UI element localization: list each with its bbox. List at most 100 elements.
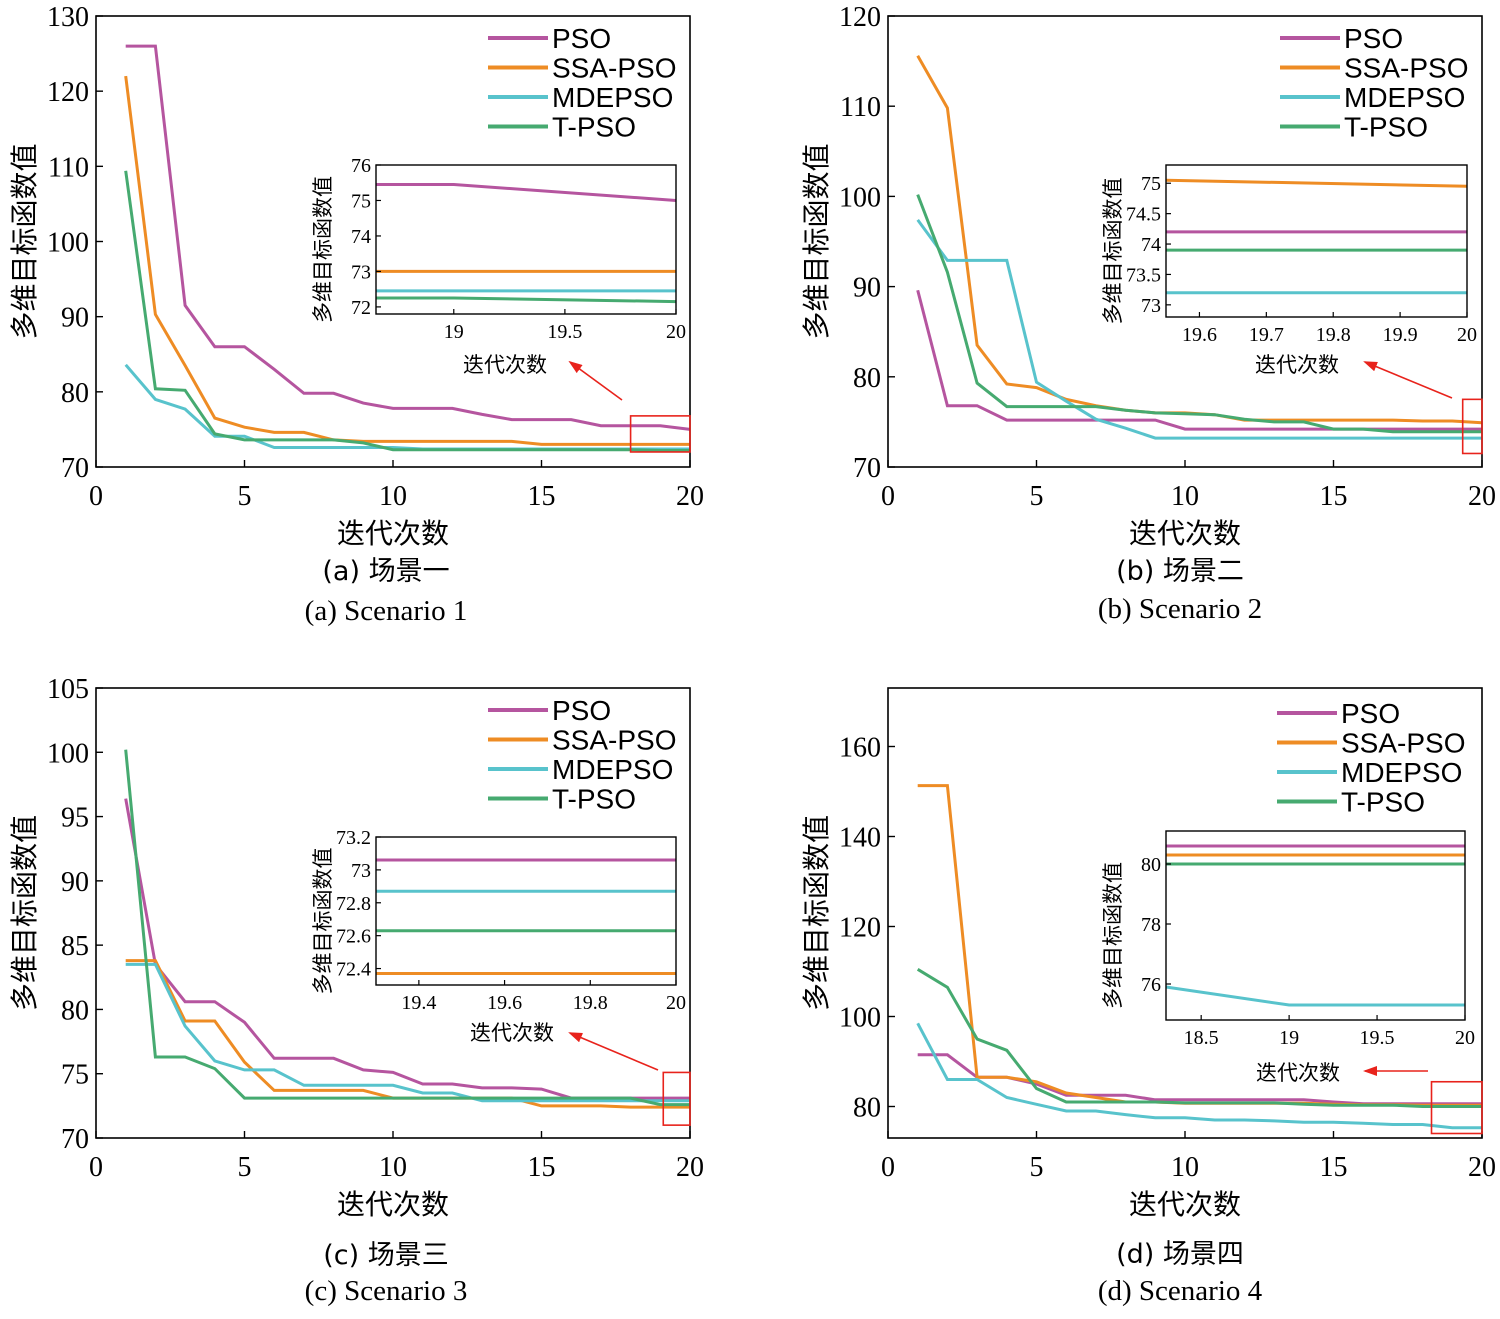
inset-x-tick-label: 19.8 — [573, 992, 608, 1014]
inset-x-tick-label: 20 — [1457, 324, 1477, 346]
inset-frame — [375, 164, 677, 315]
inset-y-tick-label: 74 — [351, 226, 371, 248]
inset-y-tick-label: 73.5 — [1126, 264, 1161, 286]
inset-line-mdepso — [1165, 985, 1465, 1007]
series-line-t-pso — [916, 968, 1482, 1108]
inset-y-tick-label: 72.8 — [336, 893, 371, 915]
y-axis-label: 多维目标函数值 — [800, 143, 833, 339]
inset-x-tick-label: 19.6 — [1182, 324, 1217, 346]
x-tick-label: 10 — [1171, 1152, 1199, 1183]
caption-chinese: (c) 场景三 — [323, 1240, 449, 1271]
series-line-t-pso — [916, 194, 1482, 434]
y-tick-label: 100 — [839, 1003, 881, 1034]
inset-y-axis-label: 多维目标函数值 — [311, 176, 335, 323]
y-tick-label: 90 — [61, 867, 89, 898]
x-tick-label: 0 — [89, 481, 103, 512]
inset-x-tick-label: 19.5 — [1360, 1027, 1395, 1049]
inset-x-axis-label: 迭代次数 — [1255, 353, 1339, 377]
y-tick-label: 130 — [47, 2, 89, 33]
x-tick-label: 5 — [238, 481, 252, 512]
inset-y-tick-label: 75 — [1141, 173, 1161, 195]
inset-y-tick-label: 73.2 — [336, 827, 371, 849]
y-axis-label: 多维目标函数值 — [8, 143, 41, 339]
caption-english: (c) Scenario 3 — [305, 1275, 468, 1307]
y-tick-label: 110 — [48, 152, 89, 183]
inset-y-tick-label: 78 — [1141, 914, 1161, 936]
y-tick-label: 100 — [47, 228, 89, 259]
y-tick-label: 70 — [61, 1124, 89, 1155]
caption-chinese: (b) 场景二 — [1116, 556, 1244, 587]
series-line-mdepso — [916, 1022, 1482, 1130]
inset-x-tick-label: 18.5 — [1184, 1027, 1219, 1049]
y-axis-label: 多维目标函数值 — [8, 815, 41, 1011]
inset-y-axis-label: 多维目标函数值 — [311, 848, 335, 995]
inset-frame — [1165, 164, 1468, 318]
inset-y-tick-label: 80 — [1141, 854, 1161, 876]
series-line-pso — [916, 289, 1482, 431]
zoom-region-box — [1430, 1080, 1483, 1135]
legend-label-ssa-pso: SSA-PSO — [1341, 728, 1465, 759]
inset-line-pso — [376, 183, 677, 202]
x-tick-label: 15 — [528, 1152, 556, 1183]
y-tick-label: 80 — [61, 378, 89, 409]
inset-y-tick-label: 73 — [351, 261, 371, 283]
x-tick-label: 0 — [881, 481, 895, 512]
x-tick-label: 20 — [676, 481, 704, 512]
x-tick-label: 20 — [1468, 1152, 1496, 1183]
chart-panel-3: 0 5 10 15 20 70 75 80 85 90 95 100 105 迭代次数 多维目标函数值 PSO… — [8, 674, 704, 1307]
inset-y-tick-label: 75 — [351, 190, 371, 212]
chart-panel-1: 0 5 10 15 20 70 80 90 100 110 120 130 迭代次数 多维目标函数值 PSO… — [8, 2, 704, 627]
y-tick-label: 110 — [840, 92, 881, 123]
inset-y-tick-label: 72 — [351, 297, 371, 319]
legend-label-mdepso: MDEPSO — [1341, 757, 1462, 788]
inset-y-tick-label: 73 — [351, 860, 371, 882]
x-tick-label: 0 — [89, 1152, 103, 1183]
inset-y-tick-label: 73 — [1141, 295, 1161, 317]
caption-chinese: (a) 场景一 — [322, 556, 449, 587]
inset-y-tick-label: 74 — [1141, 234, 1161, 256]
x-tick-label: 10 — [379, 1152, 407, 1183]
inset-plot: 19.6 19.7 19.8 19.9 20 73 73.5 74 74.5 75 多维目标函数值迭… — [1101, 164, 1477, 377]
legend-label-mdepso: MDEPSO — [552, 754, 673, 785]
inset-y-axis-label: 多维目标函数值 — [1101, 862, 1125, 1009]
series-line-t-pso — [124, 749, 690, 1107]
inset-x-tick-label: 19 — [444, 321, 464, 343]
inset-x-axis-label: 迭代次数 — [463, 353, 547, 377]
legend-label-ssa-pso: SSA-PSO — [552, 53, 676, 84]
inset-background — [376, 837, 676, 985]
x-tick-label: 15 — [1320, 1152, 1348, 1183]
x-tick-label: 5 — [1030, 481, 1044, 512]
chart-panel-4: 0 5 10 15 20 80 100 120 140 160 迭代次数 多维目标函数值 PSOSSA-… — [800, 687, 1496, 1307]
inset-y-tick-label: 76 — [1141, 974, 1161, 996]
y-tick-label: 95 — [61, 803, 89, 834]
inset-y-axis-label: 多维目标函数值 — [1101, 178, 1125, 325]
inset-line-ssa-pso — [1165, 178, 1468, 188]
series-line-ssa-pso — [124, 75, 690, 446]
x-axis-label: 迭代次数 — [337, 517, 449, 550]
inset-frame — [375, 836, 677, 986]
y-tick-label: 120 — [839, 2, 881, 33]
inset-background — [1166, 831, 1465, 1020]
x-tick-label: 0 — [881, 1152, 895, 1183]
x-tick-label: 20 — [676, 1152, 704, 1183]
inset-x-tick-label: 19.6 — [487, 992, 522, 1014]
legend-label-t-pso: T-PSO — [1341, 787, 1425, 818]
inset-x-tick-label: 19.8 — [1316, 324, 1351, 346]
inset-y-tick-label: 76 — [351, 155, 371, 177]
y-tick-label: 105 — [47, 674, 89, 705]
caption-english: (d) Scenario 4 — [1098, 1275, 1263, 1307]
series-line-mdepso — [125, 962, 690, 1103]
inset-y-tick-label: 72.4 — [336, 959, 371, 981]
y-tick-label: 75 — [61, 1060, 89, 1091]
y-tick-label: 140 — [839, 823, 881, 854]
zoom-region-box — [662, 1071, 691, 1126]
inset-x-axis-label: 迭代次数 — [1256, 1061, 1340, 1085]
inset-x-tick-label: 19 — [1279, 1027, 1299, 1049]
x-tick-label: 15 — [528, 481, 556, 512]
legend-label-pso: PSO — [552, 23, 611, 54]
x-tick-label: 10 — [1171, 481, 1199, 512]
x-tick-label: 20 — [1468, 481, 1496, 512]
y-tick-label: 100 — [47, 738, 89, 769]
inset-frame — [1165, 830, 1466, 1021]
